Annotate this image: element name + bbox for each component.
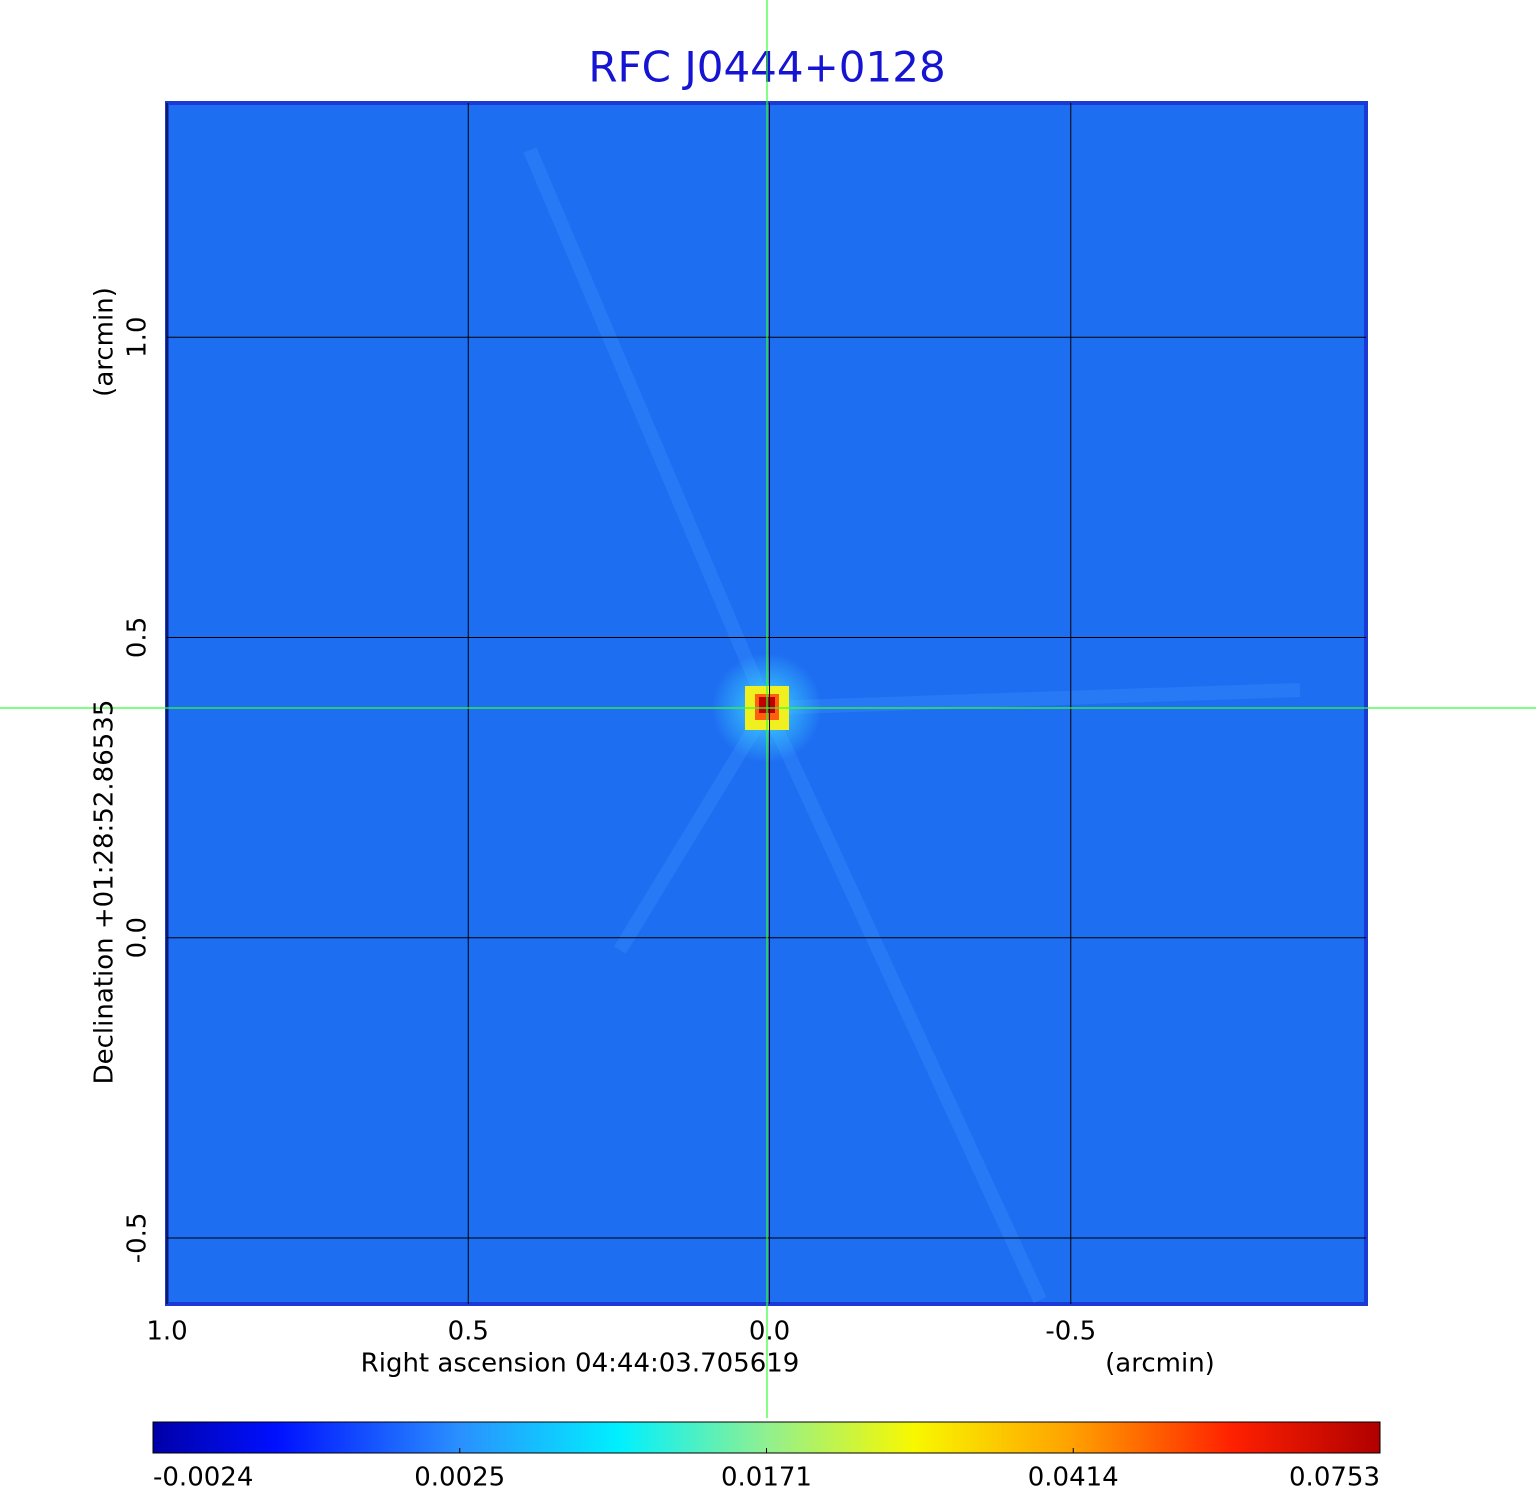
x-tick-label: 0.5 (448, 1317, 489, 1347)
colorbar-tick-label: 0.0753 (1289, 1463, 1380, 1493)
x-tick-label: -0.5 (1045, 1317, 1096, 1347)
y-tick-label: -0.5 (123, 1213, 153, 1264)
colorbar (152, 1421, 1381, 1454)
y-tick-label: 1.0 (123, 317, 153, 358)
x-tick-label: 0.0 (749, 1317, 790, 1347)
y-axis-unit: (arcmin) (90, 287, 120, 397)
colorbar-tick-label: 0.0025 (414, 1463, 505, 1493)
y-tick-label: 0.0 (123, 917, 153, 958)
colorbar-tick-label: -0.0024 (153, 1463, 253, 1493)
x-tick-label: 1.0 (146, 1317, 187, 1347)
y-tick-label: 0.5 (123, 617, 153, 658)
x-axis-unit: (arcmin) (1105, 1349, 1215, 1379)
colorbar-tick-label: 0.0414 (1028, 1463, 1119, 1493)
y-axis-label: Declination +01:28:52.86535 (90, 700, 120, 1085)
sidelobes (523, 147, 1301, 1303)
x-axis-label: Right ascension 04:44:03.705619 (361, 1349, 800, 1379)
colorbar-tick-label: 0.0171 (721, 1463, 812, 1493)
